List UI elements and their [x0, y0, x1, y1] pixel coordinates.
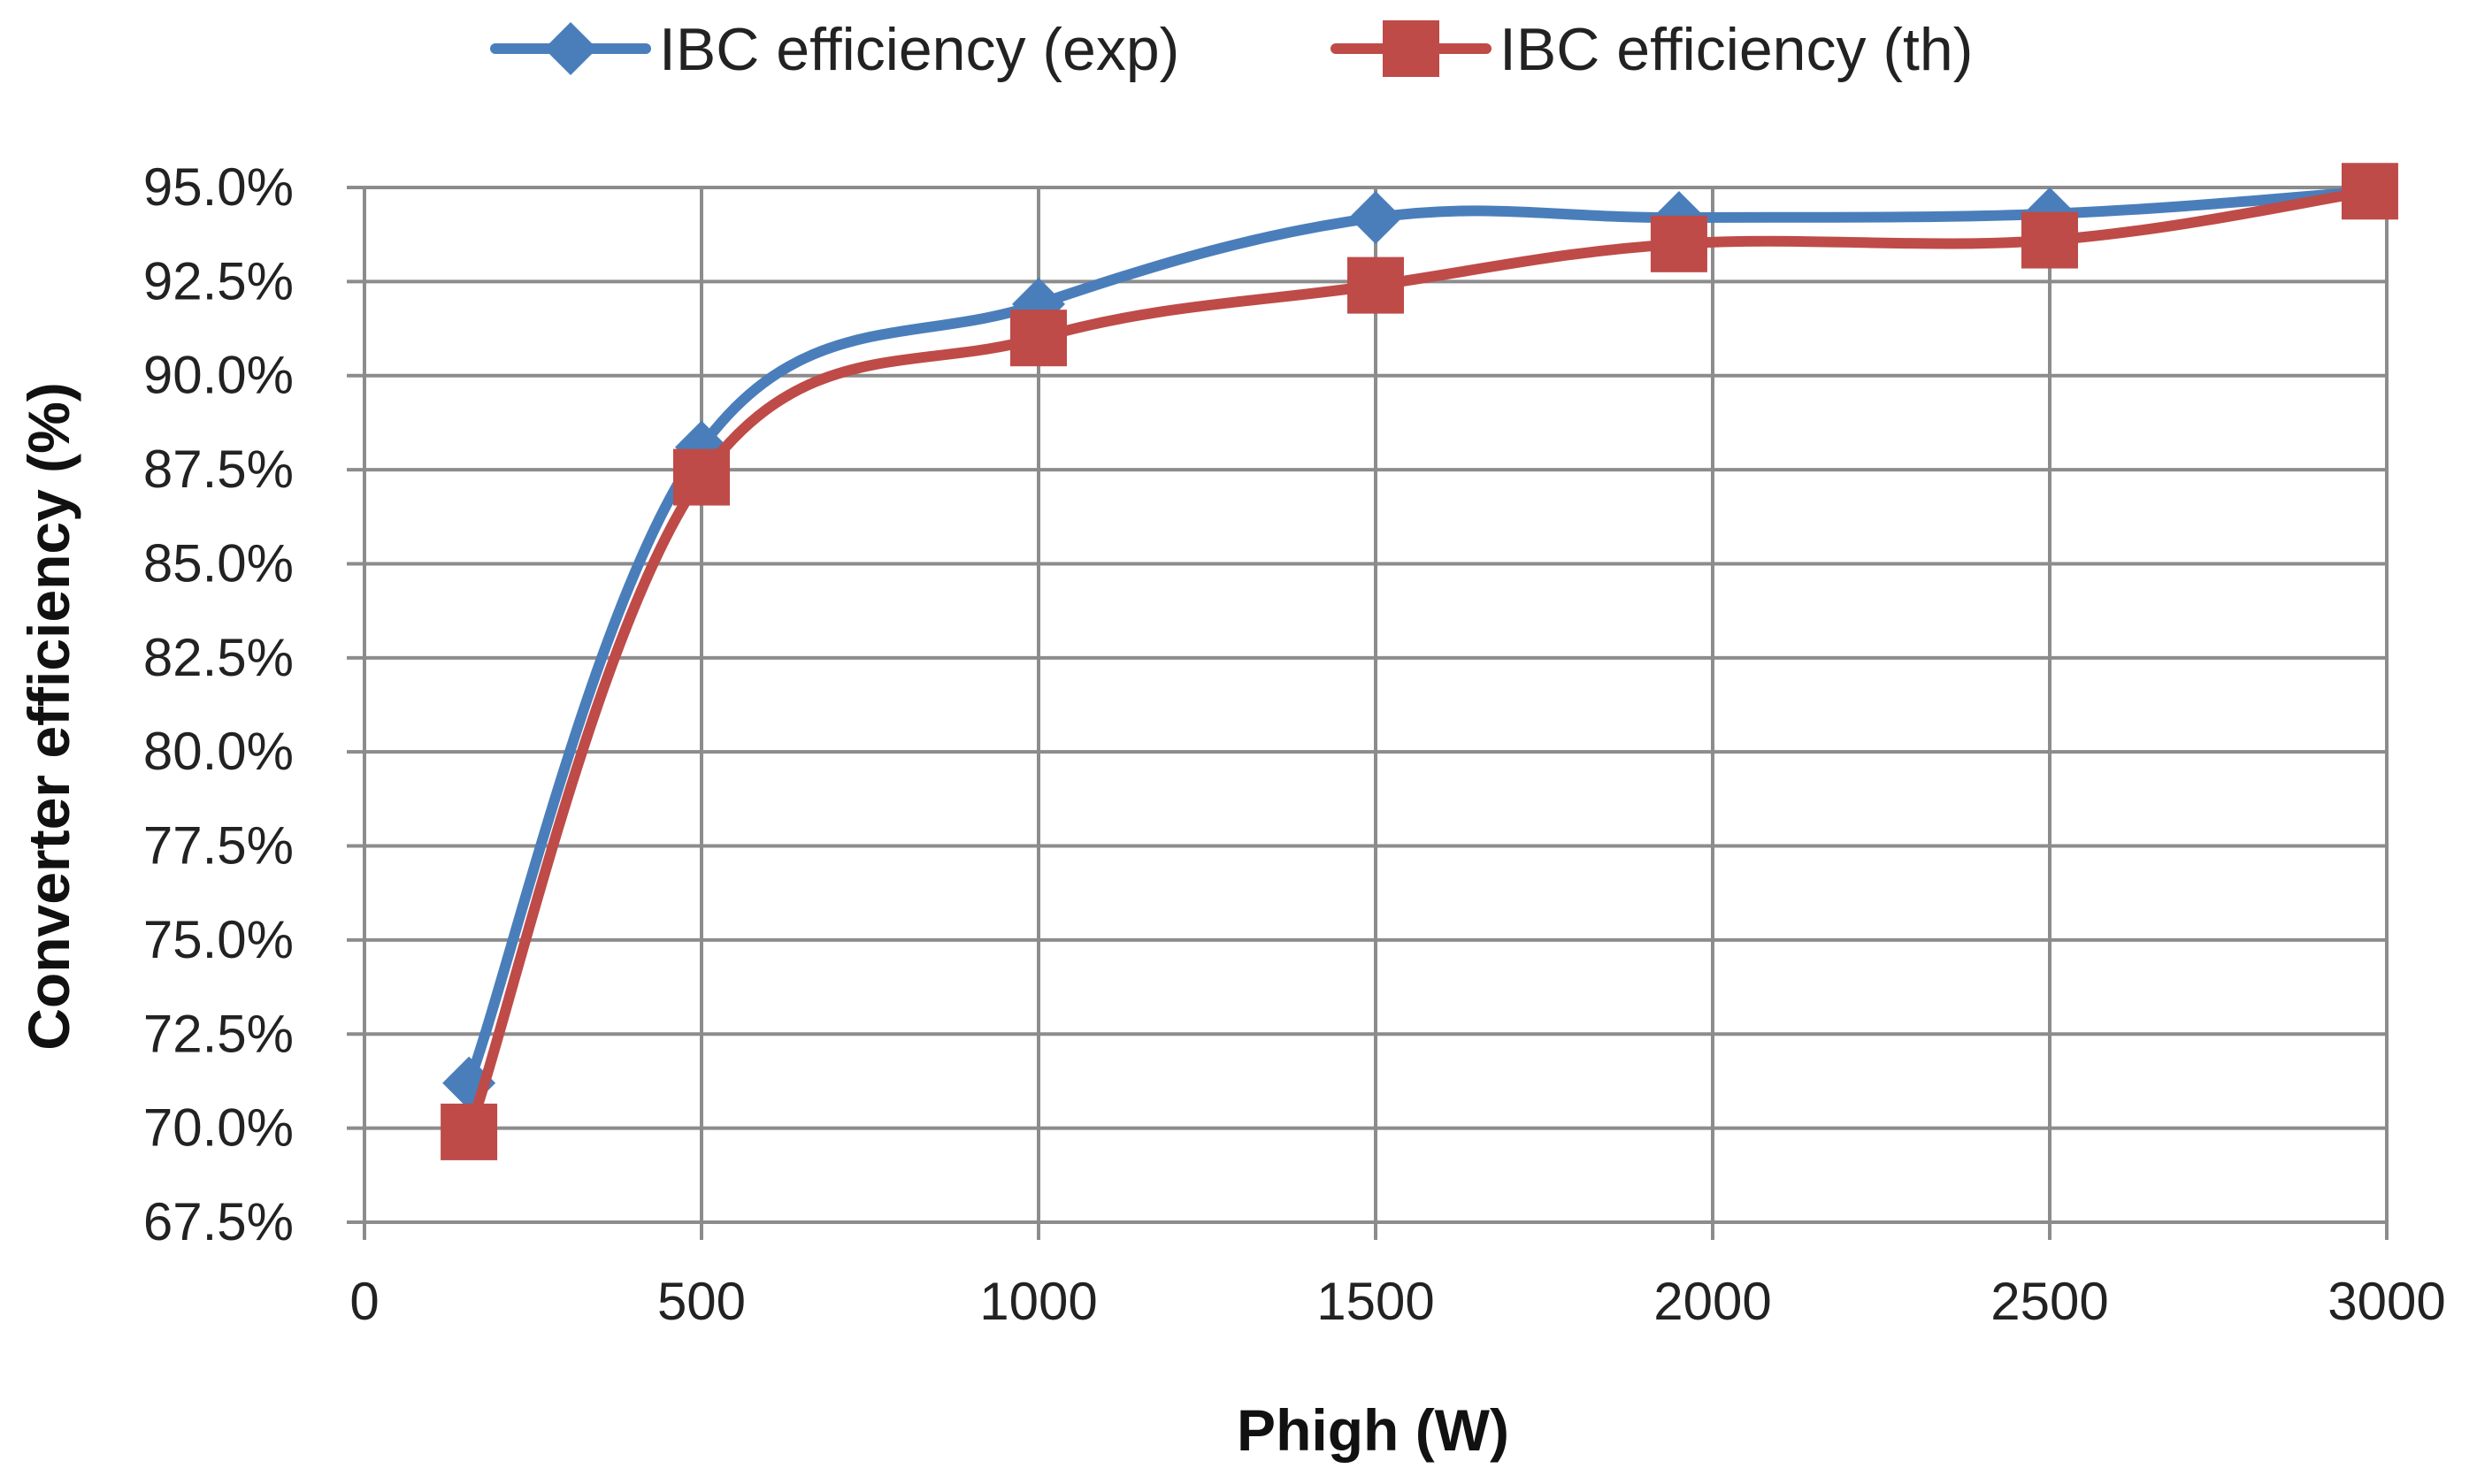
y-tick-label: 90.0%: [143, 346, 294, 405]
legend-item: IBC efficiency (th): [1331, 16, 1973, 83]
data-point-square: [1650, 215, 1707, 272]
y-tick-label: 77.5%: [143, 816, 294, 876]
y-tick-label: 80.0%: [143, 722, 294, 781]
series-group: [441, 163, 2398, 1160]
y-tick-label: 95.0%: [143, 157, 294, 217]
x-tick-label: 2000: [1653, 1272, 1771, 1331]
legend-label: IBC efficiency (exp): [659, 16, 1179, 83]
data-point-diamond: [675, 420, 728, 474]
y-axis-title: Converter efficiency (%): [16, 382, 81, 1051]
y-tick-label: 75.0%: [143, 910, 294, 969]
legend: IBC efficiency (exp) IBC efficiency (th): [490, 16, 1973, 83]
data-point-square: [2341, 163, 2398, 220]
series-th: [441, 163, 2398, 1160]
grid: [363, 186, 2389, 1224]
series-line: [464, 186, 2375, 1089]
legend-marker: [1383, 20, 1439, 77]
y-tick-label: 70.0%: [143, 1098, 294, 1158]
y-tick-label: 85.0%: [143, 533, 294, 593]
x-axis-title: Phigh (W): [1237, 1397, 1509, 1463]
legend-label: IBC efficiency (th): [1499, 16, 1973, 83]
x-tick-label: 3000: [2327, 1272, 2445, 1331]
legend-marker: [544, 22, 597, 75]
data-point-square: [441, 1103, 498, 1160]
legend-item: IBC efficiency (exp): [490, 16, 1179, 83]
y-tick-label: 87.5%: [143, 440, 294, 499]
x-tick-label: 1000: [979, 1272, 1097, 1331]
series-exp: [442, 164, 2396, 1110]
series-line: [464, 186, 2375, 1137]
x-tick-label: 0: [349, 1272, 379, 1331]
data-point-square: [1347, 256, 1404, 314]
data-point-square: [673, 448, 730, 506]
y-tick-label: 82.5%: [143, 628, 294, 687]
y-tick-label: 67.5%: [143, 1192, 294, 1251]
data-point-square: [2021, 211, 2078, 269]
data-point-diamond: [1349, 191, 1402, 245]
x-tick-label: 500: [657, 1272, 746, 1331]
y-tick-label: 92.5%: [143, 251, 294, 310]
data-point-square: [1010, 310, 1067, 367]
axes: 67.5% 70.0% 72.5% 75.0% 77.5% 80.0% 82.5% 85.0%…: [143, 157, 2446, 1331]
y-tick-label: 72.5%: [143, 1004, 294, 1063]
x-tick-label: 2500: [1990, 1272, 2108, 1331]
x-tick-label: 1500: [1316, 1272, 1434, 1331]
